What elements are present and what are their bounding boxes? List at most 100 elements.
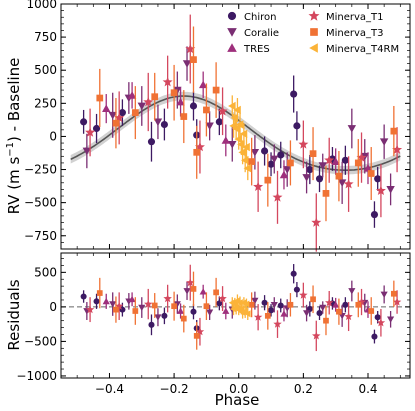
residual-point (199, 288, 207, 295)
data-point (182, 60, 192, 68)
residual-point (323, 317, 329, 324)
residual-point (244, 310, 251, 318)
residual-point (248, 301, 255, 308)
residual-point (180, 315, 187, 322)
data-point (363, 164, 373, 172)
top-y-axis-label-part-2: ) - Baseline (5, 58, 23, 142)
data-point (386, 186, 395, 194)
data-point (347, 125, 357, 133)
legend-marker (310, 28, 318, 36)
residual-point (338, 312, 346, 320)
residual-point (290, 270, 297, 277)
data-point (379, 138, 389, 146)
data-point (354, 159, 362, 167)
data-point (261, 147, 269, 155)
xtick-label: 0.4 (358, 382, 377, 396)
data-point (287, 159, 294, 167)
legend-item-tres: TRES (227, 43, 270, 55)
residual-point (325, 298, 334, 307)
data-point (267, 160, 275, 168)
residual-point (319, 304, 327, 312)
residual-point (154, 314, 162, 321)
residual-point (312, 331, 321, 340)
data-point (114, 112, 125, 123)
legend-item-minerva-t3: Minerva_T3 (310, 28, 384, 39)
rv-panel: −750 −500 −250 0 250 500 750 1000 (24, 0, 411, 252)
residual-point (228, 299, 236, 307)
residual-point (206, 309, 214, 316)
data-point (143, 96, 154, 107)
residual-point (261, 299, 268, 306)
data-point (240, 156, 249, 165)
residual-point (387, 316, 395, 323)
data-point (185, 43, 196, 54)
residual-point (85, 305, 95, 314)
residual-point (342, 301, 349, 308)
data-point (279, 170, 289, 179)
data-point (235, 120, 244, 129)
residual-point (102, 297, 110, 305)
data-point (341, 156, 349, 164)
residual-point (376, 318, 386, 327)
data-point (315, 175, 324, 183)
residual-point (186, 278, 195, 287)
xtick-label: −0.4 (95, 382, 124, 396)
data-point (85, 127, 96, 137)
data-point (221, 136, 231, 144)
top-y-axis-label: RV (m s−1) - Baseline (5, 58, 23, 215)
residual-point (148, 321, 155, 328)
residual-point (176, 307, 185, 314)
data-point (234, 134, 243, 144)
data-point (176, 97, 185, 106)
data-point (189, 102, 198, 110)
data-point (375, 185, 386, 195)
data-point (170, 89, 178, 97)
data-point (390, 127, 398, 135)
data-point (82, 147, 92, 156)
series-minerva-t4rm (228, 95, 252, 181)
legend-label: Chiron (244, 12, 276, 23)
residual-series-minerva-t4rm (228, 294, 251, 320)
data-point (147, 138, 156, 146)
legend-item-minerva-t4rm: Minerva_T4RM (309, 43, 399, 55)
data-point (335, 172, 343, 180)
data-point (162, 76, 173, 87)
residual-point (216, 300, 223, 307)
residual-point (287, 301, 294, 308)
series-chiron (80, 75, 382, 228)
residual-point (203, 303, 210, 310)
xtick-label: 0.0 (229, 382, 248, 396)
legend-marker (227, 11, 237, 21)
legend-label: Minerva_T4RM (326, 44, 399, 55)
data-point (370, 210, 379, 219)
legend-marker (309, 43, 318, 53)
data-point (331, 157, 340, 165)
residual-series-minerva-t1 (85, 264, 402, 352)
bottom-ytick-label: −1000 (16, 369, 57, 383)
data-point (337, 179, 347, 187)
series-coralie (82, 46, 395, 206)
top-ytick-label: 1000 (26, 0, 57, 11)
residual-point (114, 301, 124, 310)
residual-point (96, 290, 103, 296)
bottom-ytick-label: −500 (24, 334, 57, 348)
xtick-label: −0.2 (160, 382, 189, 396)
residual-point (371, 333, 378, 340)
residual-point (218, 294, 227, 303)
data-point (203, 106, 210, 114)
residual-series-tres (102, 284, 372, 322)
data-point (242, 142, 250, 152)
legend-marker (308, 10, 320, 21)
xtick-label: 0.2 (294, 382, 313, 396)
data-point (277, 151, 285, 159)
data-point (239, 129, 248, 138)
residual-point (316, 310, 323, 317)
top-ytick-label: 250 (34, 96, 57, 110)
residual-point (138, 304, 146, 312)
series-minerva-t3 (96, 26, 398, 222)
data-point (253, 181, 264, 191)
data-point (238, 148, 246, 157)
residual-point (251, 297, 259, 305)
top-y-axis-label-part-1: RV (m s (5, 157, 23, 215)
bottom-y-axis-label: Residuals (5, 279, 23, 350)
